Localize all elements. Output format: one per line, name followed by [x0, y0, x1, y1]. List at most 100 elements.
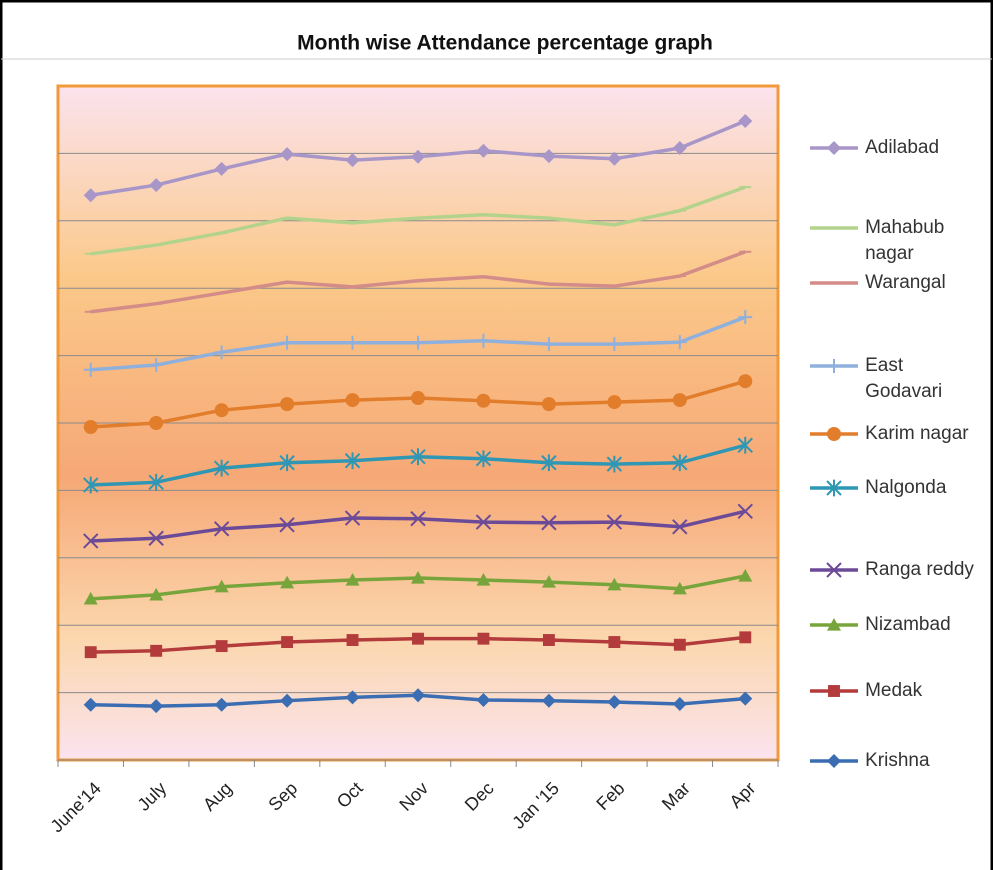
point	[672, 393, 687, 408]
point	[279, 454, 295, 472]
legend-label: Medak	[865, 680, 923, 701]
point	[737, 436, 753, 454]
point	[149, 358, 164, 373]
point	[738, 114, 753, 129]
point	[828, 685, 840, 697]
point	[541, 149, 556, 164]
point	[149, 699, 164, 714]
point	[607, 151, 622, 166]
legend-swatch	[810, 281, 858, 285]
legend-swatch	[810, 685, 858, 697]
point	[280, 693, 295, 708]
point	[345, 690, 360, 705]
point	[541, 693, 556, 708]
point	[607, 695, 622, 710]
point	[411, 335, 425, 350]
point	[541, 397, 556, 412]
legend-label: Karim nagar	[865, 423, 969, 444]
point	[607, 395, 622, 410]
point	[738, 310, 753, 325]
point	[214, 403, 229, 418]
legend-entry: Karim nagar	[808, 421, 983, 447]
point	[737, 503, 753, 520]
point	[475, 450, 492, 468]
point	[345, 573, 360, 586]
point	[83, 591, 98, 605]
legend-label: Nizambad	[865, 614, 951, 635]
legend-entry: Adilabad	[808, 135, 983, 161]
point	[826, 479, 842, 497]
point	[149, 416, 164, 430]
point	[475, 514, 492, 530]
point	[827, 427, 841, 441]
point	[344, 452, 361, 470]
point	[412, 632, 424, 645]
legend-entry: Nizambad	[808, 612, 983, 638]
point	[673, 638, 686, 651]
point	[672, 519, 688, 535]
point	[345, 393, 360, 408]
point	[541, 515, 557, 531]
legend-swatch	[810, 562, 858, 578]
point	[476, 693, 491, 708]
point	[83, 362, 98, 377]
legend-entry: Krishna	[808, 748, 983, 774]
point	[215, 640, 228, 653]
legend-swatch	[810, 141, 858, 155]
point	[345, 153, 360, 168]
legend-label: Warangal	[865, 272, 946, 293]
point	[411, 688, 425, 703]
point	[738, 374, 753, 389]
point	[827, 141, 841, 155]
point	[280, 147, 295, 162]
legend-entry: Medak	[808, 678, 983, 704]
legend-entry: Mahabub nagar	[808, 215, 983, 267]
point	[542, 634, 555, 646]
point	[827, 618, 841, 631]
legend-swatch	[810, 359, 858, 373]
point	[672, 697, 687, 712]
point	[344, 510, 361, 526]
point	[83, 188, 98, 203]
legend-entry: Nalgonda	[808, 475, 983, 501]
point	[280, 335, 295, 350]
point	[541, 337, 556, 352]
point	[83, 533, 99, 549]
legend-swatch	[810, 427, 858, 441]
point	[213, 459, 230, 477]
point	[214, 697, 229, 712]
legend-swatch	[810, 754, 858, 768]
point	[148, 530, 164, 546]
legend-swatch	[810, 479, 858, 497]
point	[150, 644, 163, 657]
point	[476, 393, 491, 408]
point	[672, 141, 687, 156]
legend-label: Nalgonda	[865, 477, 947, 498]
point	[346, 634, 359, 646]
legend-label: East Godavari	[865, 355, 943, 402]
point	[280, 575, 295, 589]
point	[477, 632, 490, 645]
point	[827, 754, 841, 768]
point	[149, 178, 164, 193]
point	[411, 149, 425, 164]
point	[738, 568, 753, 582]
point	[213, 521, 230, 537]
point	[826, 562, 842, 578]
point	[607, 577, 622, 591]
point	[149, 587, 164, 601]
legend-entry: Ranga reddy	[808, 557, 983, 583]
point	[281, 636, 294, 648]
point	[476, 143, 491, 158]
legend-label: Adilabad	[865, 137, 940, 158]
point	[410, 448, 426, 466]
point	[345, 335, 360, 350]
point	[672, 581, 687, 595]
point	[608, 636, 621, 648]
point	[214, 579, 229, 593]
point	[214, 345, 229, 360]
point	[541, 454, 557, 472]
legend-entry: East Godavari	[808, 353, 983, 405]
point	[738, 691, 753, 706]
point	[280, 397, 295, 412]
